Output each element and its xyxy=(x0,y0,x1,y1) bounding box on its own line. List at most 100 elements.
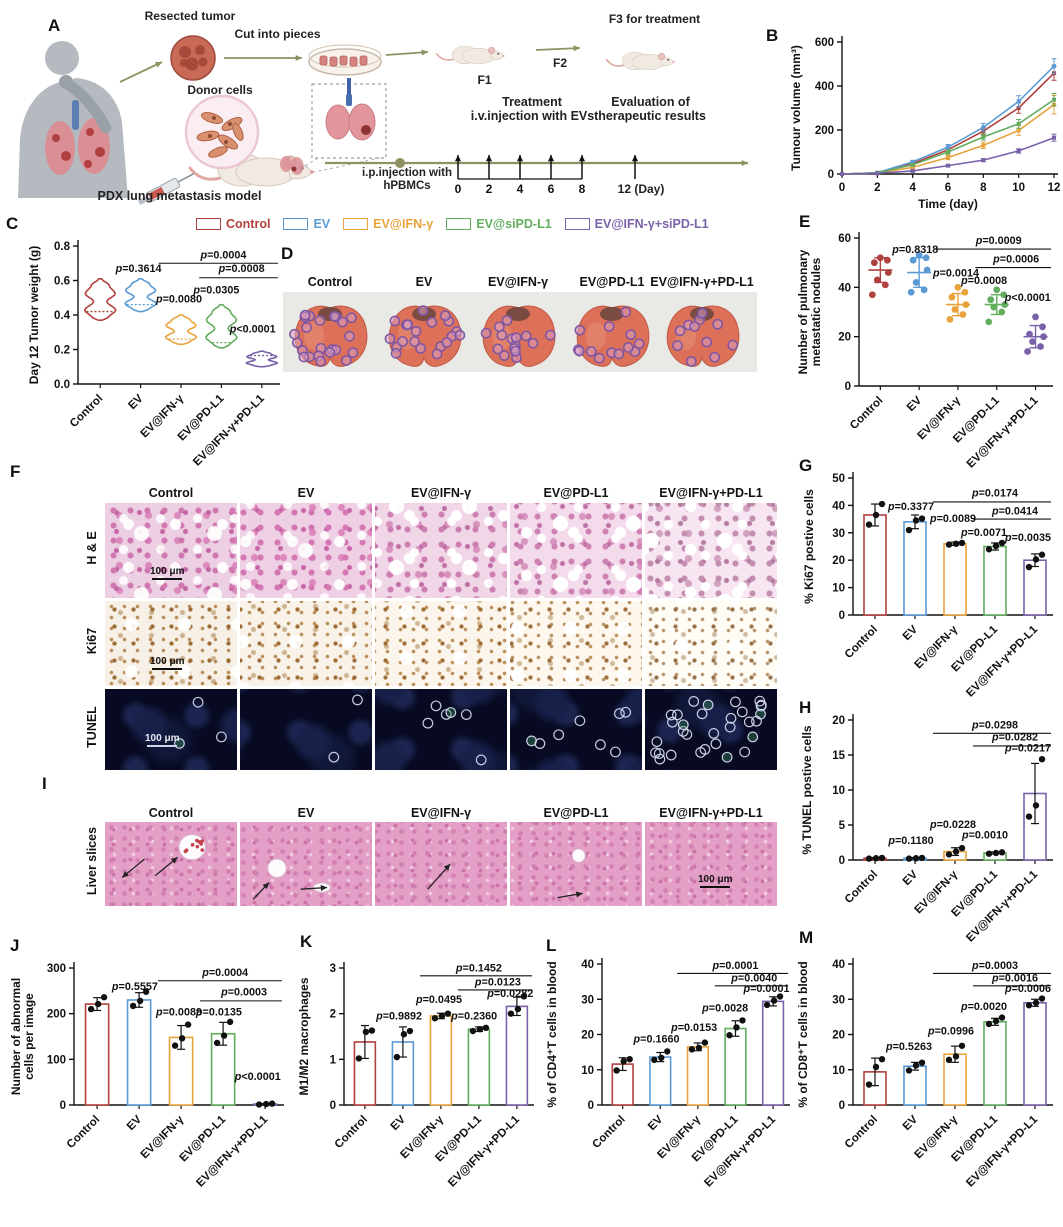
panel-c-chart: 0.0 0.2 0.4 0.6 0.8 Day 12 Tumor weight (g) Co… xyxy=(6,230,290,468)
chart-svg-L: 0 10 20 30 40 % of CD4⁺T cells in blood Contro… xyxy=(545,958,790,1189)
svg-text:p=0.0071: p=0.0071 xyxy=(960,527,1007,539)
label-resected-tumor: Resected tumor xyxy=(144,9,236,23)
svg-text:p=0.0217: p=0.0217 xyxy=(1004,743,1051,755)
svg-text:12: 12 xyxy=(1048,182,1061,194)
label-donor-cells: Donor cells xyxy=(187,83,253,97)
panel-i-column-header: EV xyxy=(297,806,315,820)
label-ip-injection-2: hPBMCs xyxy=(383,180,431,192)
legend-swatch xyxy=(564,218,590,230)
chart-svg-G: 0 10 20 30 40 50 % Ki67 postive cells Control EV… xyxy=(802,472,1053,699)
panel-letter-f: F xyxy=(10,462,21,481)
svg-text:200: 200 xyxy=(47,1009,66,1021)
label-cut-into-pieces: Cut into pieces xyxy=(234,27,321,41)
svg-text:40: 40 xyxy=(838,282,851,294)
svg-text:p=0.9892: p=0.9892 xyxy=(375,1011,422,1023)
svg-text:p=0.0004: p=0.0004 xyxy=(199,249,246,261)
svg-text:p=0.3377: p=0.3377 xyxy=(887,501,934,513)
svg-text:p=0.0040: p=0.0040 xyxy=(730,973,777,985)
svg-text:10: 10 xyxy=(1012,182,1025,194)
panel-letter-l: L xyxy=(546,936,557,955)
tumor-nodule xyxy=(361,125,371,135)
svg-text:0.2: 0.2 xyxy=(54,345,70,357)
lung-photo xyxy=(289,305,368,367)
svg-text:% of CD8⁺T cells in blood: % of CD8⁺T cells in blood xyxy=(796,961,810,1107)
bar-EV@IFN-γ+PD-L1 xyxy=(505,1005,529,1106)
human-figure xyxy=(18,41,128,198)
panel-f-row-label: TUNEL xyxy=(85,705,99,748)
histology-image-Ki67-EV xyxy=(240,601,372,686)
svg-text:0: 0 xyxy=(845,381,851,393)
svg-text:p=0.0006: p=0.0006 xyxy=(992,253,1039,265)
svg-text:EV@IFN-γ+PD-L1: EV@IFN-γ+PD-L1 xyxy=(964,868,1040,944)
histology-image-Ki67-EV@IFN-γ xyxy=(375,601,507,686)
svg-text:0.8: 0.8 xyxy=(54,241,71,253)
svg-text:1: 1 xyxy=(330,1054,337,1066)
svg-text:p=0.1660: p=0.1660 xyxy=(633,1033,680,1045)
svg-text:EV: EV xyxy=(901,868,921,888)
svg-text:40: 40 xyxy=(832,959,845,971)
svg-text:30: 30 xyxy=(832,994,845,1006)
label-day12: 12 (Day) xyxy=(617,182,665,196)
liver-slice-image-EV xyxy=(240,822,372,906)
svg-text:0: 0 xyxy=(839,182,845,194)
liver-overlay xyxy=(645,822,777,906)
panel-f-column-header: EV@IFN-γ+PD-L1 xyxy=(659,486,763,500)
histology-image-H & E-EV@IFN-γ+PD-L1 xyxy=(645,503,777,598)
svg-text:p=0.0035: p=0.0035 xyxy=(1004,532,1051,544)
arm xyxy=(62,78,112,134)
pdx-lung-left xyxy=(280,156,292,172)
panel-i-column-header: Control xyxy=(148,806,194,820)
label-evaluation-2: therapeutic results xyxy=(594,109,706,123)
chart-svg-B: 0 200 400 600 Tumour volume (mm³) 0 2 4 6 8 10 12 Ti… xyxy=(789,36,1061,211)
legend-label: EV@siPD-L1 xyxy=(476,217,552,231)
svg-text:p=0.0089: p=0.0089 xyxy=(929,513,976,525)
svg-text:Control: Control xyxy=(68,393,105,430)
svg-text:p=0.0004: p=0.0004 xyxy=(201,967,248,979)
svg-text:p<0.0001: p<0.0001 xyxy=(1004,292,1051,304)
svg-text:p=0.0282: p=0.0282 xyxy=(991,731,1038,743)
svg-text:p<0.0001: p<0.0001 xyxy=(234,1071,281,1083)
chart-svg-M: 0 10 20 30 40 % of CD8⁺T cells in blood Contro… xyxy=(796,958,1053,1189)
svg-text:EV@IFN-γ+PD-L1: EV@IFN-γ+PD-L1 xyxy=(446,1113,522,1189)
svg-text:EV@IFN-γ+PD-L1: EV@IFN-γ+PD-L1 xyxy=(191,392,267,468)
svg-text:Control: Control xyxy=(843,624,880,661)
svg-text:Control: Control xyxy=(848,395,885,432)
series-EV@siPD-L1 xyxy=(840,92,1057,176)
svg-text:10: 10 xyxy=(832,785,845,797)
label-f3: F3 for treatment xyxy=(608,12,701,26)
svg-text:p=0.0123: p=0.0123 xyxy=(474,976,521,988)
histology-image-H & E-EV xyxy=(240,503,372,598)
panel-letter-i: I xyxy=(42,774,47,793)
panel-letter-c: C xyxy=(6,214,19,233)
svg-text:0: 0 xyxy=(839,1100,845,1112)
panel-j-chart: 0 100 200 300 Number of abnormal cells per im… xyxy=(4,942,292,1227)
svg-text:600: 600 xyxy=(815,37,834,49)
svg-text:20: 20 xyxy=(838,332,851,344)
violin-EV@IFN-γ+PD-L1 xyxy=(245,350,279,368)
svg-text:p=0.0135: p=0.0135 xyxy=(195,1007,242,1019)
svg-text:EV: EV xyxy=(389,1113,409,1133)
liver-overlay xyxy=(121,834,206,878)
svg-text:10: 10 xyxy=(581,1065,594,1077)
histology-image-Ki67-Control xyxy=(105,601,237,686)
panel-letter-h: H xyxy=(799,698,812,717)
svg-text:p=0.0495: p=0.0495 xyxy=(415,994,462,1006)
panel-g-chart: 0 10 20 30 40 50 % Ki67 postive cells Control EV… xyxy=(793,462,1063,702)
tunel-circles-overlay xyxy=(422,700,487,766)
svg-text:p=0.0282: p=0.0282 xyxy=(486,988,533,1000)
svg-text:p=0.2360: p=0.2360 xyxy=(450,1011,497,1023)
svg-text:EV@IFN-γ+PD-L1: EV@IFN-γ+PD-L1 xyxy=(702,1113,778,1189)
timeline-day-8: 8 xyxy=(578,182,586,196)
label-treatment-2: i.v.injection with EVs xyxy=(470,109,595,123)
svg-text:0.6: 0.6 xyxy=(54,276,70,288)
svg-text:0: 0 xyxy=(828,169,834,181)
svg-text:20: 20 xyxy=(832,1030,845,1042)
svg-text:p=0.0008: p=0.0008 xyxy=(218,263,265,275)
legend-label: EV xyxy=(313,217,331,231)
liver-slice-image-Control xyxy=(105,822,237,906)
svg-text:p=0.0001: p=0.0001 xyxy=(743,983,790,995)
chart-svg-E: 0 20 40 60 Number of pulmonary metastatic nod… xyxy=(796,232,1053,470)
lung-photo xyxy=(573,305,650,367)
svg-text:15: 15 xyxy=(832,750,845,762)
panel-m-chart: 0 10 20 30 40 % of CD8⁺T cells in blood Contro… xyxy=(793,942,1063,1227)
